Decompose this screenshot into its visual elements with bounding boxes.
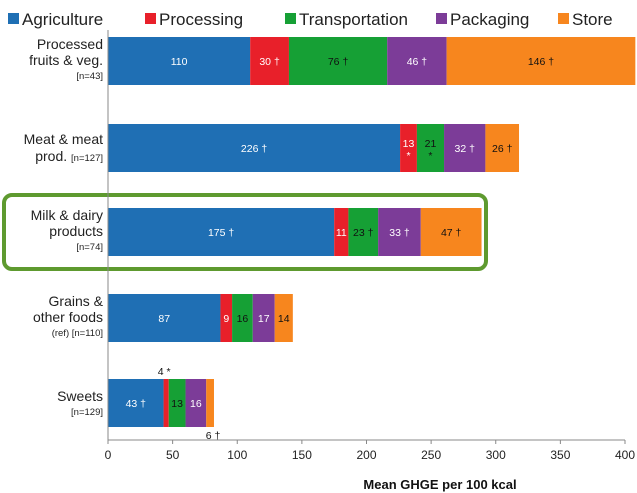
bar-label-processed-fruits-veg-agriculture: 110 <box>171 56 188 68</box>
bar-sweets-processing <box>163 379 169 427</box>
bar-sublabel-meat-meat-prod-processing: * <box>406 150 410 162</box>
bar-grains-other-foods-processing <box>220 294 233 342</box>
bar-grains-other-foods-store <box>274 294 293 342</box>
bar-label-meat-meat-prod-packaging: 32 † <box>455 143 476 155</box>
bar-label-meat-meat-prod-agriculture: 226 † <box>241 143 267 155</box>
bar-milk-dairy-products-transportation <box>348 208 379 256</box>
category-label-milk-dairy-products-line2: products <box>49 223 103 239</box>
category-label-processed-fruits-veg-line2: fruits & veg. <box>29 52 103 68</box>
bar-grains-other-foods-packaging <box>252 294 275 342</box>
bar-sweets-packaging <box>185 379 207 427</box>
x-tick-label-150: 150 <box>292 448 312 462</box>
category-n-meat-meat-prod: [n=127] <box>71 153 103 164</box>
annotation-sweets-processing: 4 * <box>158 366 171 378</box>
bar-label-processed-fruits-veg-transportation: 76 † <box>328 56 349 68</box>
x-tick-label-200: 200 <box>356 448 376 462</box>
category-n-milk-dairy-products: [n=74] <box>76 242 103 253</box>
bar-sweets-transportation <box>168 379 186 427</box>
bar-label-milk-dairy-products-agriculture: 175 † <box>208 227 234 239</box>
bar-milk-dairy-products-agriculture <box>108 208 335 256</box>
bar-label-sweets-packaging: 16 <box>190 398 202 410</box>
legend-swatch-packaging <box>436 13 447 24</box>
bar-label-grains-other-foods-packaging: 17 <box>258 313 270 325</box>
bar-label-milk-dairy-products-packaging: 33 † <box>389 227 410 239</box>
category-label-meat-meat-prod-line2: prod. [n=127] <box>35 148 103 164</box>
bar-meat-meat-prod-transportation <box>416 124 445 172</box>
x-tick-label-100: 100 <box>227 448 247 462</box>
x-tick-label-400: 400 <box>615 448 635 462</box>
bar-label-grains-other-foods-processing: 9 <box>223 313 229 325</box>
bar-label-sweets-transportation: 13 <box>171 398 183 410</box>
bar-grains-other-foods-transportation <box>232 294 253 342</box>
bar-label-milk-dairy-products-transportation: 23 † <box>353 227 374 239</box>
x-tick-label-250: 250 <box>421 448 441 462</box>
legend-label-agriculture: Agriculture <box>22 10 103 29</box>
legend-swatch-transportation <box>285 13 296 24</box>
x-axis: 0 50 100 150 200 250 300 350 400 <box>105 30 635 462</box>
bar-label-meat-meat-prod-processing: 13 <box>403 138 415 150</box>
bar-label-processed-fruits-veg-packaging: 46 † <box>407 56 428 68</box>
legend-swatch-agriculture <box>8 13 19 24</box>
category-label-processed-fruits-veg: Processed <box>37 36 103 52</box>
bar-meat-meat-prod-store <box>485 124 520 172</box>
bar-groups: 110 30 † 76 † 46 † 146 †226 † 13*21*32 † 26 †1… <box>2 37 636 442</box>
bar-grains-other-foods-agriculture <box>108 294 221 342</box>
bar-meat-meat-prod-packaging <box>444 124 486 172</box>
bar-label-grains-other-foods-store: 14 <box>278 313 290 325</box>
bar-label-meat-meat-prod-store: 26 † <box>492 143 513 155</box>
category-label-grains-other-foods-line2: other foods <box>33 309 103 325</box>
category-n-grains-other-foods: (ref) [n=110] <box>52 328 103 339</box>
category-n-processed-fruits-veg: [n=43] <box>76 71 103 82</box>
bar-milk-dairy-products-packaging <box>378 208 421 256</box>
bar-processed-fruits-veg-packaging <box>387 37 447 85</box>
category-label-meat-meat-prod: Meat & meat <box>24 131 103 147</box>
bar-label-processed-fruits-veg-processing: 30 † <box>259 56 280 68</box>
legend-label-processing: Processing <box>159 10 243 29</box>
bar-label-milk-dairy-products-processing: 11 <box>336 227 347 239</box>
x-tick-label-350: 350 <box>550 448 570 462</box>
x-axis-title: Mean GHGE per 100 kcal <box>363 477 516 492</box>
bar-label-grains-other-foods-transportation: 16 <box>237 313 249 325</box>
category-label-grains-other-foods: Grains & <box>49 293 104 309</box>
bar-processed-fruits-veg-store <box>446 37 636 85</box>
bar-meat-meat-prod-agriculture <box>108 124 401 172</box>
category-label-sweets: Sweets <box>57 388 103 404</box>
bar-label-meat-meat-prod-transportation: 21 <box>425 138 437 150</box>
x-tick-label-0: 0 <box>105 448 112 462</box>
bar-sweets-agriculture <box>108 379 164 427</box>
legend-label-store: Store <box>572 10 613 29</box>
bar-processed-fruits-veg-agriculture <box>108 37 251 85</box>
annotation-sweets-store: 6 † <box>206 430 221 442</box>
category-n-sweets: [n=129] <box>71 407 103 418</box>
highlight-box <box>2 193 488 271</box>
bar-meat-meat-prod-processing <box>400 124 417 172</box>
chart-legend: Agriculture Processing Transportation Packa… <box>8 10 613 29</box>
bar-milk-dairy-products-store <box>420 208 482 256</box>
legend-label-transportation: Transportation <box>299 10 408 29</box>
bar-processed-fruits-veg-processing <box>250 37 289 85</box>
legend-swatch-processing <box>145 13 156 24</box>
bar-label-processed-fruits-veg-store: 146 † <box>528 56 554 68</box>
category-label-milk-dairy-products: Milk & dairy <box>31 207 103 223</box>
bar-sweets-store <box>206 379 214 427</box>
bar-label-sweets-agriculture: 43 † <box>126 398 147 410</box>
legend-swatch-store <box>558 13 569 24</box>
bar-label-milk-dairy-products-store: 47 † <box>441 227 462 239</box>
legend-label-packaging: Packaging <box>450 10 529 29</box>
bar-milk-dairy-products-processing <box>334 208 349 256</box>
x-tick-label-50: 50 <box>166 448 180 462</box>
bar-label-grains-other-foods-agriculture: 87 <box>158 313 170 325</box>
bar-sublabel-meat-meat-prod-transportation: * <box>428 150 432 162</box>
x-tick-label-300: 300 <box>486 448 506 462</box>
bar-processed-fruits-veg-transportation <box>288 37 388 85</box>
